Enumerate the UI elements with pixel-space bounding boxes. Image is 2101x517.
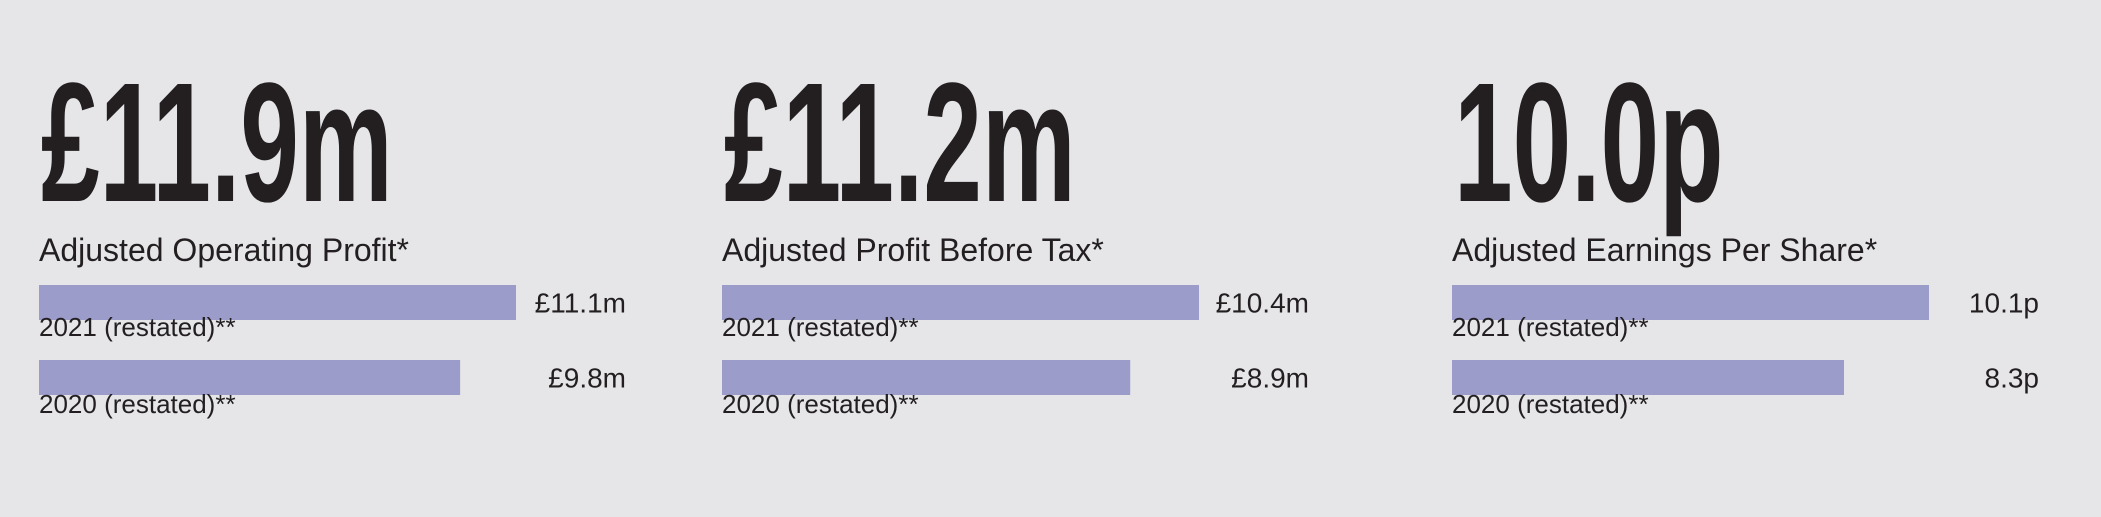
bar — [39, 285, 516, 320]
bar — [1452, 360, 1844, 395]
bar — [39, 360, 461, 395]
value-label: £10.4m — [1216, 288, 1309, 319]
value-label: 10.1p — [1969, 288, 2039, 319]
bar — [1452, 285, 1929, 320]
category-label: 2020 (restated)** — [39, 389, 236, 419]
category-label: 2021 (restated)** — [39, 312, 236, 342]
category-label: 2020 (restated)** — [722, 389, 919, 419]
category-label: 2020 (restated)** — [1452, 389, 1649, 419]
headline: 10.0p — [1454, 48, 1724, 238]
value-label: £8.9m — [1231, 363, 1309, 394]
value-label: £9.8m — [548, 363, 626, 394]
headline: £11.2m — [724, 48, 1076, 238]
value-label: 8.3p — [1985, 363, 2040, 394]
bar — [722, 285, 1199, 320]
kpi-title: Adjusted Earnings Per Share* — [1452, 232, 1877, 268]
category-label: 2021 (restated)** — [1452, 312, 1649, 342]
bar — [722, 360, 1131, 395]
category-label: 2021 (restated)** — [722, 312, 919, 342]
kpi-title: Adjusted Profit Before Tax* — [722, 232, 1104, 268]
headline: £11.9m — [41, 48, 393, 238]
value-label: £11.1m — [535, 288, 626, 319]
kpi-title: Adjusted Operating Profit* — [39, 232, 409, 268]
